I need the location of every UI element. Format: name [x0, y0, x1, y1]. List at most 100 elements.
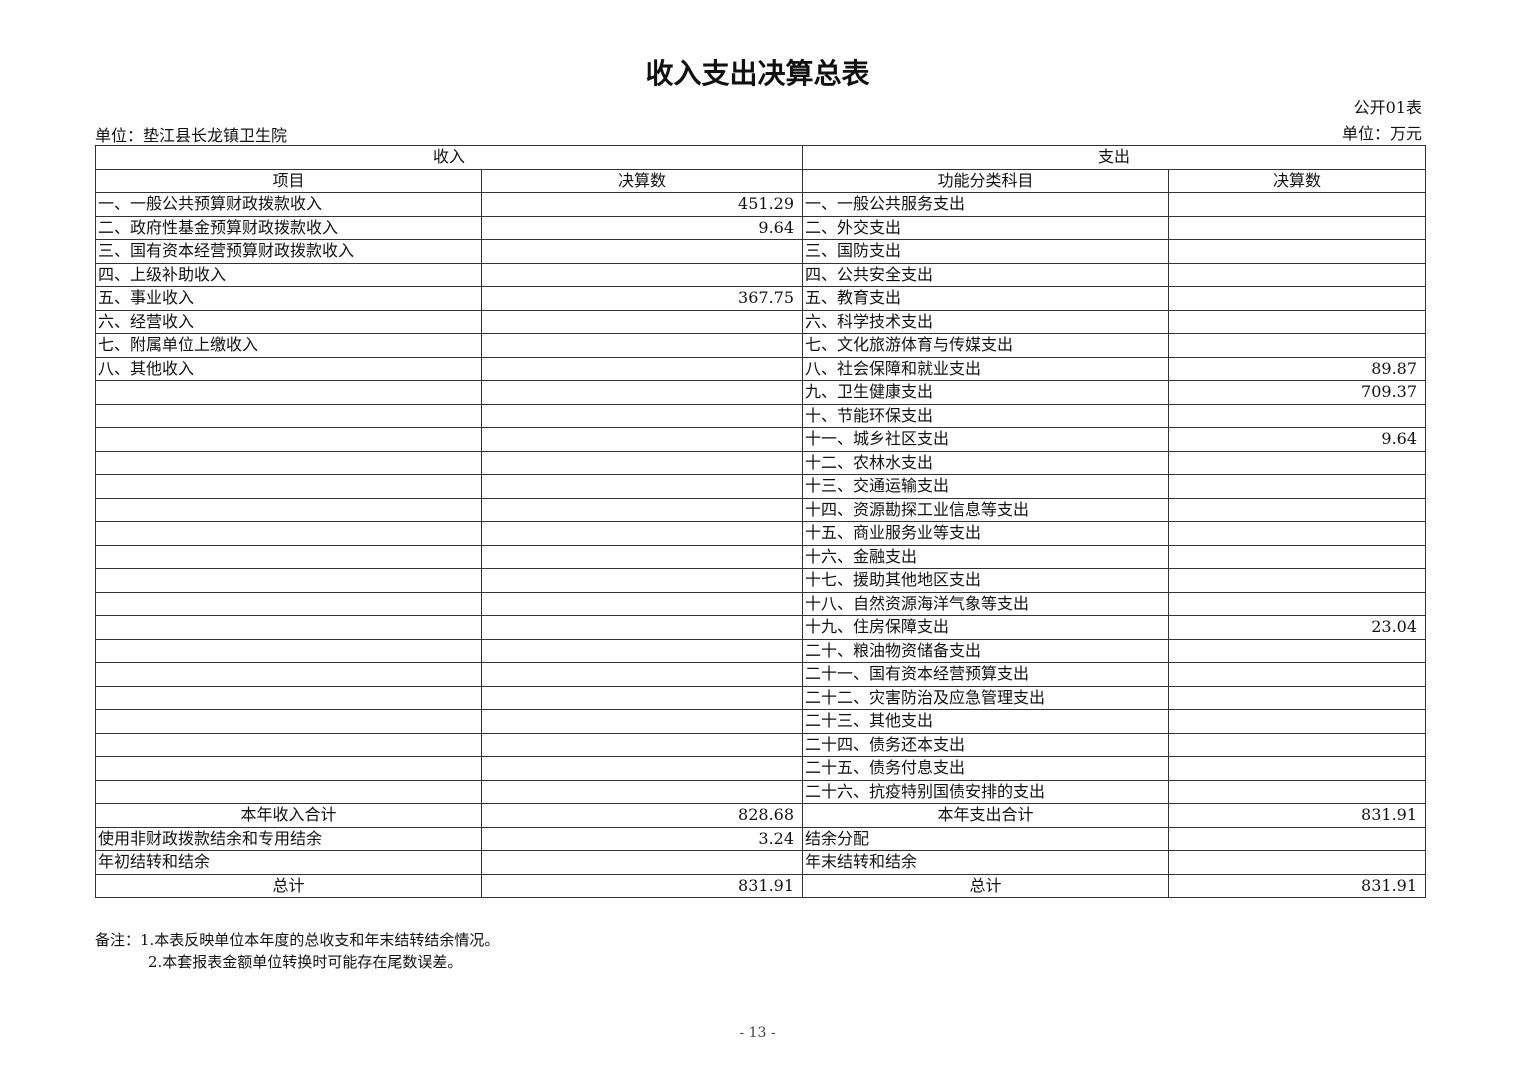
expense-item: 八、社会保障和就业支出: [802, 356, 1170, 381]
expense-item: 二十六、抗疫特别国债安排的支出: [802, 779, 1170, 804]
income-item: 总计: [95, 873, 482, 898]
table-row: 二十一、国有资本经营预算支出: [95, 662, 1427, 687]
expense-amount: [1168, 474, 1427, 499]
expense-item: 十八、自然资源海洋气象等支出: [802, 591, 1170, 616]
header-amount: 决算数: [1168, 168, 1427, 193]
income-item: [95, 403, 482, 428]
expense-item: 六、科学技术支出: [802, 309, 1170, 334]
expense-amount: [1168, 568, 1427, 593]
income-item: [95, 474, 482, 499]
expense-amount: 9.64: [1168, 427, 1427, 452]
expense-amount: [1168, 544, 1427, 569]
income-item: [95, 685, 482, 710]
header-expense: 支出: [802, 145, 1427, 170]
expense-item: 十九、住房保障支出: [802, 615, 1170, 640]
expense-amount: [1168, 450, 1427, 475]
table-row: 本年收入合计 828.68 本年支出合计 831.91: [95, 803, 1427, 828]
table-row: 三、国有资本经营预算财政拨款收入 三、国防支出: [95, 239, 1427, 264]
unit-organization: 单位：垫江县长龙镇卫生院: [95, 126, 288, 145]
expense-amount: 23.04: [1168, 615, 1427, 640]
income-item: [95, 427, 482, 452]
income-amount: [480, 497, 804, 522]
income-amount: [480, 403, 804, 428]
income-expense-table: 收入 支出 项目 决算数 功能分类科目 决算数 一、一般公共预算财政拨款收入 451.29…: [94, 145, 1427, 898]
page-title: 收入支出决算总表: [645, 57, 870, 90]
income-item: [95, 732, 482, 757]
table-row: 使用非财政拨款结余和专用结余 3.24 结余分配: [95, 826, 1427, 851]
expense-amount: [1168, 850, 1427, 875]
income-amount: [480, 709, 804, 734]
income-item: [95, 638, 482, 663]
expense-item: 二十二、灾害防治及应急管理支出: [802, 685, 1170, 710]
table-row: 四、上级补助收入 四、公共安全支出: [95, 262, 1427, 287]
expense-item: 十二、农林水支出: [802, 450, 1170, 475]
expense-amount: [1168, 521, 1427, 546]
header-item: 项目: [95, 168, 482, 193]
income-amount: [480, 474, 804, 499]
table-code: 公开01表: [1353, 98, 1422, 117]
table-row: 十一、城乡社区支出 9.64: [95, 427, 1427, 452]
table-row: 十、节能环保支出: [95, 403, 1427, 428]
header-income: 收入: [94, 145, 804, 170]
table-row: 二十四、债务还本支出: [95, 732, 1427, 757]
table-row: 六、经营收入 六、科学技术支出: [95, 309, 1427, 334]
income-amount: [480, 779, 804, 804]
expense-item: 二十三、其他支出: [802, 709, 1170, 734]
income-amount: 9.64: [480, 215, 804, 240]
table-row: 二十、粮油物资储备支出: [95, 638, 1427, 663]
table-row: 总计 831.91 总计 831.91: [95, 873, 1427, 898]
expense-item: 结余分配: [802, 826, 1170, 851]
table-row: 五、事业收入 367.75 五、教育支出: [95, 286, 1427, 311]
note: 2.本套报表金额单位转换时可能存在尾数误差。: [148, 953, 463, 971]
income-amount: 831.91: [480, 873, 804, 898]
income-amount: 828.68: [480, 803, 804, 828]
income-amount: 451.29: [480, 192, 804, 217]
income-amount: [480, 544, 804, 569]
expense-item: 十一、城乡社区支出: [802, 427, 1170, 452]
expense-item: 十七、援助其他地区支出: [802, 568, 1170, 593]
header-function: 功能分类科目: [802, 168, 1170, 193]
expense-item: 一、一般公共服务支出: [802, 192, 1170, 217]
income-item: [95, 497, 482, 522]
expense-item: 本年支出合计: [802, 803, 1170, 828]
expense-item: 二十四、债务还本支出: [802, 732, 1170, 757]
table-row: 十二、农林水支出: [95, 450, 1427, 475]
expense-amount: [1168, 591, 1427, 616]
table-row: 九、卫生健康支出 709.37: [95, 380, 1427, 405]
income-item: 三、国有资本经营预算财政拨款收入: [95, 239, 482, 264]
expense-amount: [1168, 192, 1427, 217]
table-row: 二十五、债务付息支出: [95, 756, 1427, 781]
income-item: 本年收入合计: [95, 803, 482, 828]
expense-amount: [1168, 403, 1427, 428]
income-amount: [480, 850, 804, 875]
expense-item: 九、卫生健康支出: [802, 380, 1170, 405]
expense-amount: [1168, 309, 1427, 334]
notes: 备注：1.本表反映单位本年度的总收支和年末结转结余情况。 2.本套报表金额单位转…: [95, 929, 499, 973]
expense-amount: [1168, 638, 1427, 663]
table-row: 年初结转和结余 年末结转和结余: [95, 850, 1427, 875]
expense-item: 十三、交通运输支出: [802, 474, 1170, 499]
table-row: 二、政府性基金预算财政拨款收入 9.64 二、外交支出: [95, 215, 1427, 240]
income-item: [95, 779, 482, 804]
expense-amount: [1168, 215, 1427, 240]
income-amount: [480, 756, 804, 781]
income-item: 六、经营收入: [95, 309, 482, 334]
expense-item: 二、外交支出: [802, 215, 1170, 240]
expense-item: 十四、资源勘探工业信息等支出: [802, 497, 1170, 522]
income-item: [95, 380, 482, 405]
income-amount: [480, 521, 804, 546]
expense-amount: 831.91: [1168, 803, 1427, 828]
income-amount: [480, 568, 804, 593]
expense-item: 五、教育支出: [802, 286, 1170, 311]
expense-amount: [1168, 756, 1427, 781]
income-item: [95, 544, 482, 569]
expense-amount: 89.87: [1168, 356, 1427, 381]
table-row: 一、一般公共预算财政拨款收入 451.29 一、一般公共服务支出: [95, 192, 1427, 217]
expense-amount: [1168, 732, 1427, 757]
income-amount: [480, 638, 804, 663]
note: 备注：1.本表反映单位本年度的总收支和年末结转结余情况。: [95, 931, 500, 949]
income-item: 五、事业收入: [95, 286, 482, 311]
income-amount: [480, 662, 804, 687]
expense-amount: [1168, 286, 1427, 311]
expense-amount: [1168, 709, 1427, 734]
